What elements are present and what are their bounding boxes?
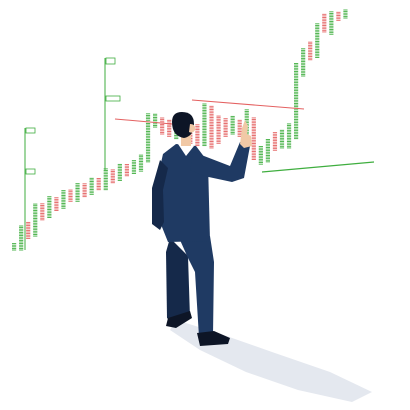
marker-tag-2a	[105, 57, 116, 65]
pnf-column	[237, 119, 242, 137]
pnf-column	[286, 123, 292, 149]
pnf-column	[308, 41, 313, 61]
pnf-column	[61, 190, 66, 209]
pnf-column	[19, 225, 24, 251]
left-arm	[152, 160, 168, 230]
raised-hand	[240, 120, 252, 148]
pnf-column	[160, 117, 165, 135]
pnf-column	[195, 124, 200, 147]
pnf-column	[12, 243, 17, 251]
pnf-column	[251, 117, 256, 160]
back-shoe	[166, 311, 192, 328]
marker-tag-1a	[25, 127, 36, 134]
pnf-column	[131, 160, 137, 174]
pnf-column	[82, 183, 87, 198]
resistance-trendline-right	[191, 99, 305, 110]
pnf-column	[329, 11, 334, 35]
ear	[189, 124, 196, 133]
pnf-column	[336, 11, 341, 21]
pnf-column	[230, 115, 235, 135]
pnf-column	[343, 9, 348, 19]
pnf-column	[54, 197, 59, 212]
back-leg	[166, 238, 190, 326]
support-trendline	[261, 161, 375, 173]
pnf-column	[167, 119, 172, 137]
price-markers	[24, 57, 121, 250]
front-leg	[180, 236, 214, 337]
pnf-column	[145, 113, 151, 163]
pnf-column	[33, 203, 38, 237]
pnf-column	[47, 196, 52, 218]
head	[172, 112, 194, 138]
pnf-column	[322, 13, 327, 33]
pnf-column	[124, 164, 129, 177]
marker-tag-1b	[25, 168, 36, 175]
businessman-figure	[152, 112, 252, 346]
marker-tag-2b	[105, 95, 121, 102]
right-arm	[190, 142, 250, 182]
pnf-column	[209, 105, 214, 149]
pnf-column	[68, 189, 73, 202]
pnf-column	[89, 177, 94, 195]
pnf-column	[216, 115, 221, 144]
pnf-column	[26, 221, 31, 239]
pnf-column	[265, 138, 270, 163]
pnf-column	[202, 103, 207, 147]
pnf-column	[117, 163, 122, 181]
pnf-column	[138, 154, 144, 172]
pnf-column	[315, 23, 320, 58]
pnf-column	[294, 62, 299, 140]
pnf-column	[75, 183, 80, 202]
resistance-trendline-left	[114, 118, 173, 125]
pnf-column	[153, 113, 158, 128]
pnf-column	[110, 169, 115, 184]
pnf-column	[272, 132, 278, 151]
pnf-column	[301, 48, 306, 77]
pnf-column	[96, 178, 101, 191]
pnf-column	[258, 146, 263, 165]
pnf-column	[103, 168, 108, 191]
pnf-column	[223, 118, 228, 137]
pnf-column	[40, 203, 45, 221]
front-shoe	[197, 331, 230, 346]
pnf-column	[279, 129, 285, 149]
